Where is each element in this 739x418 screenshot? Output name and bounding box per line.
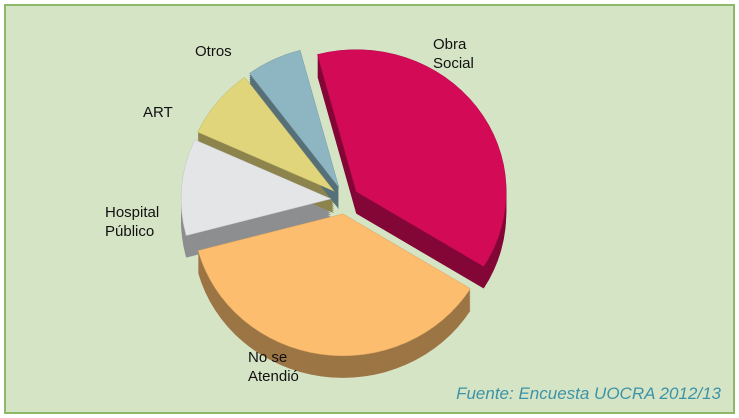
slice-label: Obra Social <box>433 36 474 72</box>
source-note: Fuente: Encuesta UOCRA 2012/13 <box>456 384 721 403</box>
slice <box>317 49 507 267</box>
slice-label: ART <box>143 104 173 121</box>
slice <box>197 76 335 192</box>
slice-label: No se Atendió <box>248 349 299 385</box>
slice <box>180 139 332 236</box>
slice <box>197 213 471 357</box>
slice-label: Otros <box>195 43 232 60</box>
slice <box>249 49 340 188</box>
slice-label: Hospital Público <box>105 204 160 240</box>
